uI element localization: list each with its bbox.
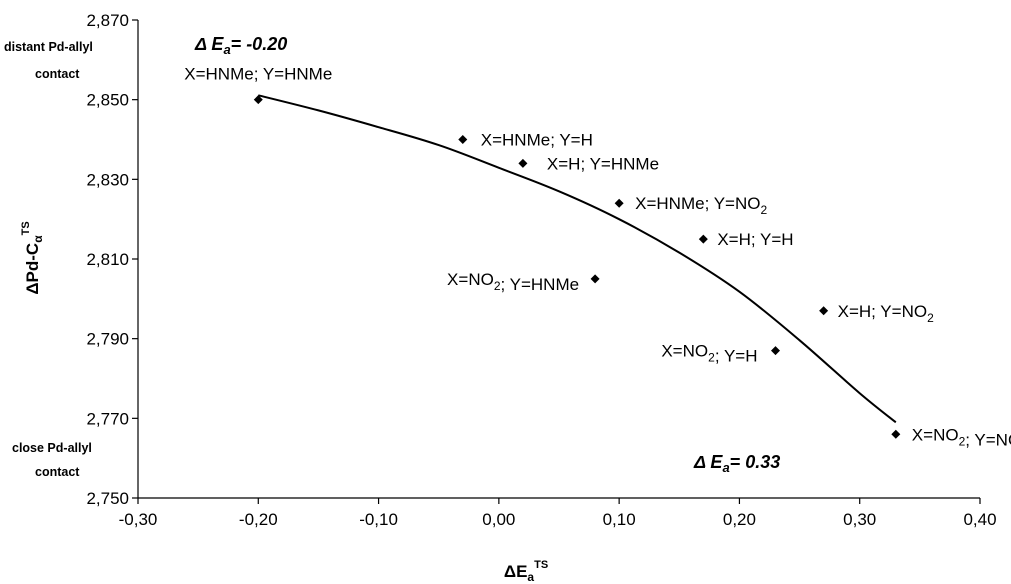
y-tick-label: 2,850	[86, 91, 129, 110]
y-tick-label: 2,770	[86, 409, 129, 428]
y-tick-label: 2,830	[86, 170, 129, 189]
x-tick-label: 0,40	[963, 510, 996, 529]
x-axis-label: ΔEaTS	[504, 559, 548, 584]
top-delta-ea-annotation: Δ Ea= -0.20	[194, 34, 287, 57]
point-label: X=HNMe; Y=H	[481, 131, 593, 150]
data-point-marker	[518, 158, 528, 168]
point-label: X=HNMe; Y=HNMe	[184, 65, 332, 84]
x-tick-label: 0,20	[723, 510, 756, 529]
x-tick-label: -0,30	[119, 510, 158, 529]
data-point-marker	[819, 306, 829, 316]
x-tick-label: -0,20	[239, 510, 278, 529]
y-tick-label: 2,750	[86, 489, 129, 508]
bottom-side-label-line2: contact	[35, 465, 80, 479]
x-tick-label: 0,30	[843, 510, 876, 529]
x-tick-label: 0,10	[603, 510, 636, 529]
bottom-delta-ea-annotation: Δ Ea= 0.33	[693, 452, 780, 475]
data-markers	[253, 95, 901, 439]
point-label: X=NO2; Y=HNMe	[447, 270, 579, 294]
axes	[132, 19, 981, 504]
data-point-marker	[891, 429, 901, 439]
data-point-marker	[590, 274, 600, 284]
y-tick-label: 2,810	[86, 250, 129, 269]
bottom-delta-ea-value: 0.33	[745, 452, 780, 472]
point-label: X=H; Y=H	[717, 230, 793, 249]
point-label: X=NO2; Y=H	[661, 342, 757, 366]
data-point-marker	[614, 198, 624, 208]
point-label: X=H; Y=HNMe	[547, 154, 659, 173]
bottom-side-label-line1: close Pd-allyl	[12, 441, 92, 455]
data-point-marker	[458, 135, 468, 144]
top-delta-ea-value: -0.20	[246, 34, 287, 54]
x-tick-labels: -0,30 -0,20 -0,10 0,00 0,10 0,20 0,30 0,40	[119, 510, 997, 529]
point-label: X=HNMe; Y=NO2	[635, 194, 767, 217]
y-tick-label: 2,790	[86, 330, 129, 349]
data-point-marker	[253, 95, 263, 105]
top-side-label-line1: distant Pd-allyl	[4, 40, 93, 54]
point-label: X=NO2; Y=NO2	[912, 425, 1011, 453]
point-label: X=H; Y=NO2	[838, 302, 934, 325]
x-tick-label: -0,10	[359, 510, 398, 529]
y-tick-label: 2,870	[86, 11, 129, 30]
y-axis-label: ΔPd-CαTS	[20, 221, 45, 294]
trend-line	[258, 94, 897, 424]
data-point-marker	[771, 346, 781, 356]
data-point-marker	[698, 234, 708, 244]
x-tick-label: 0,00	[482, 510, 515, 529]
y-tick-labels: 2,750 2,770 2,790 2,810 2,830 2,850 2,870	[86, 11, 129, 508]
top-side-label-line2: contact	[35, 67, 80, 81]
point-labels: X=HNMe; Y=HNMe X=HNMe; Y=H X=H; Y=HNMe X=HN…	[184, 65, 1011, 453]
